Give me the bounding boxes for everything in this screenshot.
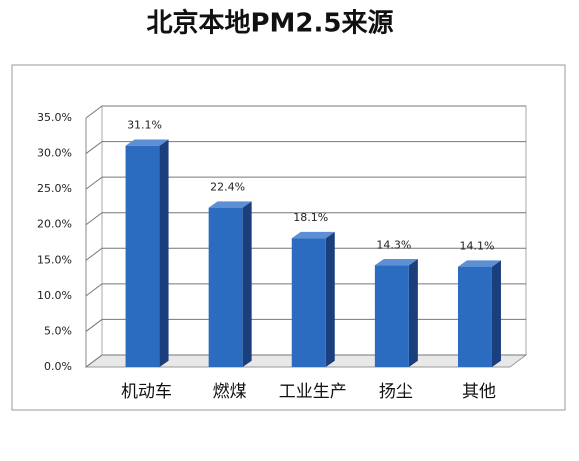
x-tick-label: 燃煤	[213, 382, 247, 402]
bar-top	[291, 231, 335, 239]
y-tick-label: 30.0%	[37, 147, 72, 160]
bar	[208, 201, 252, 367]
bar-top	[208, 201, 252, 208]
bar-top	[125, 139, 169, 146]
bar-front	[291, 238, 326, 367]
y-tick-label: 20.0%	[37, 218, 72, 231]
bar-side	[325, 231, 335, 367]
y-tick-label: 5.0%	[44, 324, 72, 337]
grid-line	[85, 141, 526, 154]
bar	[291, 231, 335, 367]
value-label: 14.1%	[459, 240, 494, 253]
x-tick-label: 扬尘	[379, 382, 413, 402]
grid-line	[85, 176, 526, 190]
value-label: 22.4%	[210, 181, 245, 194]
x-tick-label: 机动车	[121, 382, 172, 402]
bar-front	[457, 266, 492, 367]
y-tick-label: 35.0%	[37, 111, 72, 124]
value-label: 14.3%	[376, 238, 411, 251]
bar-side	[408, 258, 418, 367]
grid-line	[85, 247, 526, 261]
bar-front	[374, 265, 409, 367]
y-tick-label: 25.0%	[37, 182, 72, 195]
grid-line	[85, 212, 526, 226]
bar-front	[125, 145, 160, 367]
y-tick-label: 0.0%	[44, 360, 72, 373]
bar-side	[159, 139, 169, 367]
y-tick-label: 15.0%	[37, 253, 72, 266]
bar-side	[242, 201, 252, 367]
bar	[457, 260, 501, 367]
bar	[374, 258, 418, 367]
grid-line	[85, 105, 526, 119]
y-tick-label: 10.0%	[37, 289, 72, 302]
value-label: 31.1%	[127, 119, 162, 132]
x-tick-label: 工业生产	[279, 382, 347, 402]
bar-front	[208, 207, 243, 367]
bar-top	[457, 260, 501, 267]
x-tick-label: 其他	[462, 382, 496, 402]
value-label: 18.1%	[293, 211, 328, 224]
bar	[125, 139, 169, 367]
bar-top	[374, 258, 418, 266]
chart-title: 北京本地PM2.5来源	[147, 8, 394, 39]
bar-side	[491, 260, 501, 367]
